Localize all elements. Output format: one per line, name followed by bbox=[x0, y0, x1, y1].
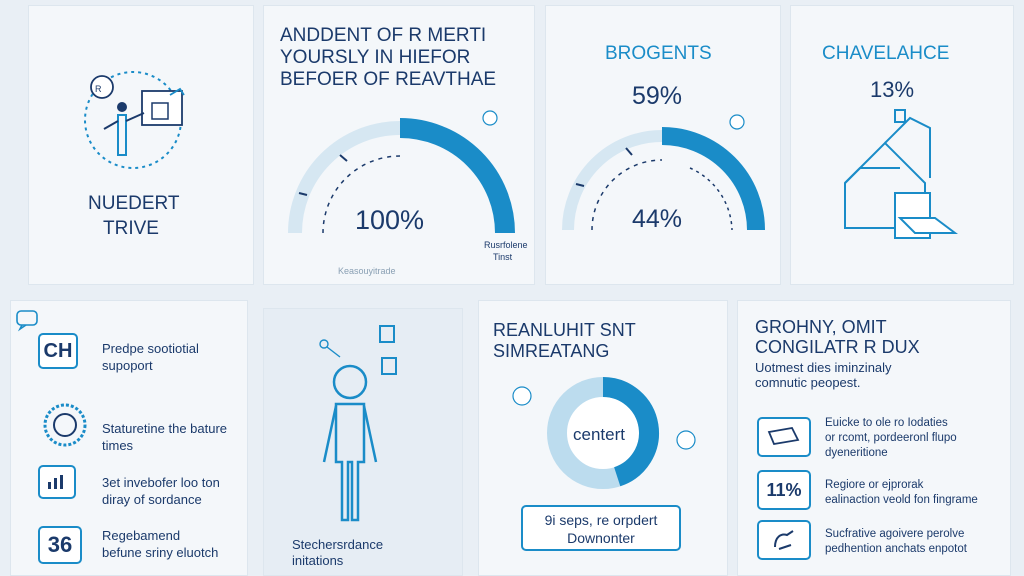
person-figure-icon bbox=[319, 325, 397, 522]
right-item-icon: 11% bbox=[757, 470, 811, 510]
panel-andent-value: 100% bbox=[355, 205, 425, 235]
list-item-icon: CH bbox=[38, 333, 78, 369]
panel-chavelahce-title: CHAVELAHCE bbox=[822, 43, 950, 64]
panel-chavelahce-value: 13% bbox=[870, 77, 915, 102]
panel-andent-tag-2: Tinst bbox=[493, 252, 513, 262]
person-presenting-icon: R bbox=[84, 71, 185, 169]
right-subtitle-1: Uotmest dies iminzinaly bbox=[755, 360, 892, 375]
gauge-andent bbox=[288, 110, 515, 234]
bar-chart-icon bbox=[38, 465, 76, 499]
panel-brogents-gauge-value: 44% bbox=[632, 205, 683, 233]
badge-icon bbox=[512, 386, 532, 406]
badge-icon bbox=[676, 430, 696, 450]
panel-andent bbox=[263, 5, 535, 285]
document-icon bbox=[757, 417, 811, 457]
panel-nuedert-label-1: NUEDERT bbox=[88, 193, 180, 214]
panel-andent-title-1: ANDDENT OF R MERTI bbox=[280, 25, 487, 46]
right-item-text: Sucfrative agoivere perolve pedhention an… bbox=[825, 528, 967, 555]
panel-nuedert-label-2: TRIVE bbox=[103, 218, 159, 239]
gauge-brogents bbox=[562, 114, 765, 231]
chat-bubble-icon bbox=[16, 310, 38, 332]
donut-center-label: centert bbox=[573, 425, 625, 444]
panel-andent-tag-1: Rusrfolene bbox=[484, 240, 528, 250]
list-item-text: Predpe sootiotial supoport bbox=[102, 341, 199, 373]
panel-nuedert bbox=[28, 5, 254, 285]
right-subtitle-2: comnutic peopest. bbox=[755, 375, 861, 390]
hand-icon bbox=[757, 520, 811, 560]
figure-caption-2: initations bbox=[292, 553, 344, 568]
right-title-2: CONGILATR R DUX bbox=[755, 337, 920, 357]
panel-andent-title-2: YOURSLY IN HIEFOR bbox=[280, 47, 471, 68]
donut-title-1: REANLUHIT SNT bbox=[493, 320, 636, 340]
list-item-text: Staturetine the bature times bbox=[102, 421, 228, 453]
figure-caption-1: Stechersrdance bbox=[292, 537, 384, 552]
donut-title-2: SIMREATANG bbox=[493, 341, 610, 361]
house-icon bbox=[844, 109, 958, 239]
panel-andent-footnote: Keasouyitrade bbox=[338, 266, 396, 276]
gear-icon bbox=[43, 403, 87, 447]
right-title-1: GROHNY, OMIT bbox=[755, 317, 887, 337]
donut-box-line-2: Downonter bbox=[567, 530, 635, 546]
list-item-icon: 36 bbox=[38, 526, 82, 564]
list-item-text: Regebamend befune sriny eluotch bbox=[102, 528, 219, 560]
list-item-text: 3et invebofer loo ton diray of sordance bbox=[102, 475, 220, 507]
donut-box-line-1: 9i seps, re orpdert bbox=[544, 512, 658, 528]
right-item-text: Euicke to ole ro Iodaties or rcomt, porde… bbox=[825, 417, 957, 459]
right-item-text: Regiore or ejprorak ealinaction veold fon… bbox=[825, 479, 978, 506]
donut-chart bbox=[547, 377, 659, 489]
panel-brogents-title: BROGENTS bbox=[605, 43, 712, 64]
svg-text:R: R bbox=[95, 84, 102, 94]
donut-info-box: 9i seps, re orpdert Downonter bbox=[521, 505, 681, 551]
panel-andent-title-3: BEFOER OF REAVTHAE bbox=[280, 69, 497, 90]
panel-brogents-top-value: 59% bbox=[632, 82, 683, 110]
